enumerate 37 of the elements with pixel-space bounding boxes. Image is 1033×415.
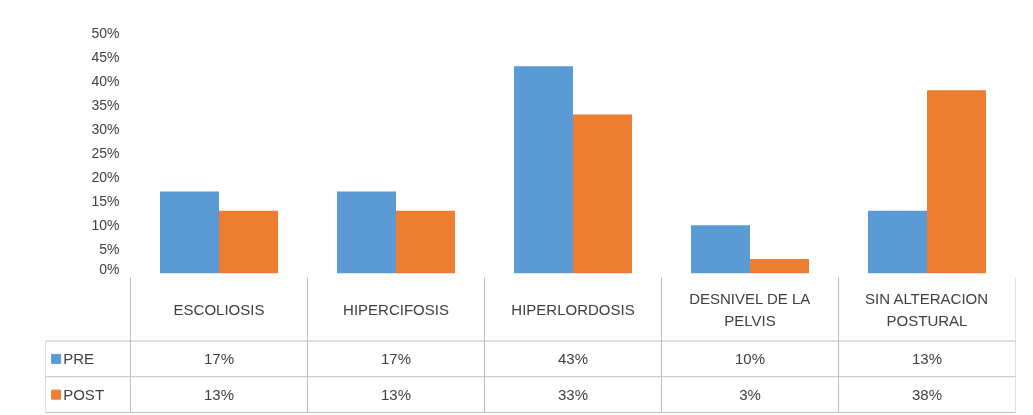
y-tick-label: 15% [91,193,120,210]
data-label: 13% [911,350,943,368]
x-tick-label: HIPERLORDOSIS [511,300,635,318]
bar [573,114,632,274]
y-tick-label: 0% [99,260,120,277]
data-label: 17% [380,350,411,368]
bar [396,210,455,274]
y-tick-label: 45% [91,48,120,65]
bar [750,259,809,274]
y-tick-label: 30% [91,120,120,137]
x-tick-label: SIN ALTERACION POSTURAL [865,289,989,329]
bar [219,210,278,274]
data-label: 17% [203,350,234,368]
data-label: 33% [557,386,588,404]
y-tick-label: 50% [91,24,120,41]
legend-label: PRE [63,350,95,368]
data-label: 10% [734,350,766,368]
y-tick-label: 35% [91,96,120,113]
y-tick-label: 10% [91,217,120,234]
y-tick-label: 5% [99,241,120,258]
bar [514,66,573,274]
legend-label: POST [63,386,105,404]
x-tick-label: DESNIVEL DE LA PELVIS [689,289,811,329]
y-tick-label: 20% [91,169,120,186]
data-label: 43% [557,350,588,368]
x-tick-label: ESCOLIOSIS [173,300,265,318]
bar [927,90,986,274]
data-label: 13% [203,386,234,404]
data-label: 38% [911,386,943,404]
data-label: 3% [739,386,761,404]
data-label: 13% [380,386,411,404]
bar [337,191,396,274]
x-tick-label: HIPERCIFOSIS [343,300,449,318]
y-tick-label: 40% [91,72,120,89]
y-tick-label: 25% [91,145,120,161]
bar [160,191,219,274]
bar [691,225,750,274]
